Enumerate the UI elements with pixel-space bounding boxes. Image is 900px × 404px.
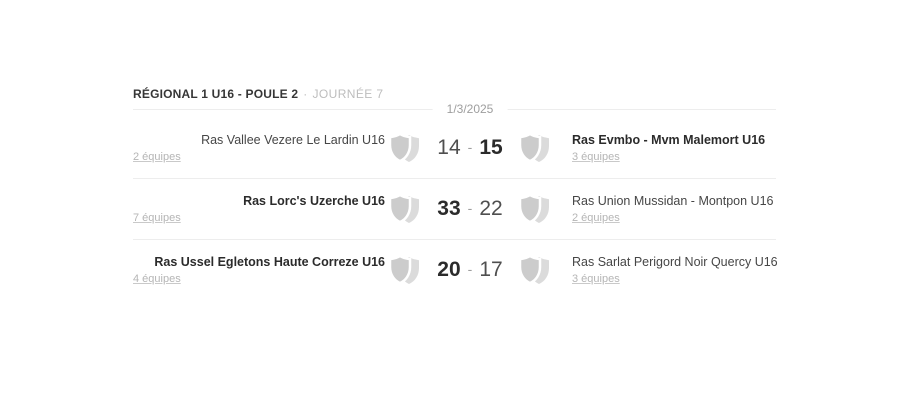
match-list: Ras Vallee Vezere Le Lardin U16 2 équipe… — [133, 118, 778, 300]
shield-icon — [518, 254, 549, 284]
shield-icon — [518, 132, 549, 162]
match-row[interactable]: Ras Lorc's Uzerche U16 7 équipes 33 - 22 — [133, 178, 776, 239]
match-row[interactable]: Ras Vallee Vezere Le Lardin U16 2 équipe… — [133, 118, 776, 178]
away-team-name: Ras Evmbo - Mvm Malemort U16 — [572, 133, 766, 147]
teams-count-link[interactable]: 3 équipes — [572, 273, 620, 285]
shield-icon — [388, 254, 419, 284]
home-team-cell: Ras Ussel Egletons Haute Correze U16 4 é… — [133, 253, 388, 287]
home-score: 20 — [437, 258, 461, 281]
teams-count-link[interactable]: 3 équipes — [572, 151, 620, 163]
score: 20 - 17 — [437, 258, 502, 282]
away-team-name: Ras Union Mussidan - Montpon U16 — [572, 194, 774, 208]
home-team-cell: Ras Vallee Vezere Le Lardin U16 2 équipe… — [133, 131, 388, 165]
results-widget: RÉGIONAL 1 U16 - POULE 2 · JOURNÉE 7 1/3/2… — [133, 88, 778, 300]
home-team-name: Ras Lorc's Uzerche U16 — [243, 194, 385, 208]
home-team-name: Ras Vallee Vezere Le Lardin U16 — [201, 133, 385, 147]
home-score: 33 — [437, 197, 461, 220]
away-team-cell: Ras Evmbo - Mvm Malemort U16 3 équipes — [552, 131, 776, 165]
competition-header: RÉGIONAL 1 U16 - POULE 2 · JOURNÉE 7 — [133, 88, 776, 101]
round-label: JOURNÉE 7 — [312, 87, 384, 101]
score-cell: 33 - 22 — [388, 193, 552, 225]
score-cell: 14 - 15 — [388, 132, 552, 164]
shield-icon — [518, 193, 549, 223]
away-score: 15 — [479, 136, 503, 159]
score-separator: - — [467, 261, 473, 277]
match-row[interactable]: Ras Ussel Egletons Haute Correze U16 4 é… — [133, 239, 778, 300]
home-team-cell: Ras Lorc's Uzerche U16 7 équipes — [133, 192, 388, 226]
score-separator: - — [467, 139, 473, 155]
match-date: 1/3/2025 — [432, 102, 508, 117]
teams-count-link[interactable]: 4 équipes — [133, 273, 181, 285]
away-score: 22 — [479, 197, 503, 220]
score: 14 - 15 — [437, 136, 502, 160]
teams-count-link[interactable]: 2 équipes — [572, 212, 620, 224]
teams-count-link[interactable]: 7 équipes — [133, 212, 181, 224]
score: 33 - 22 — [437, 197, 502, 221]
competition-title: RÉGIONAL 1 U16 - POULE 2 — [133, 87, 299, 101]
home-team-name: Ras Ussel Egletons Haute Correze U16 — [154, 255, 385, 269]
shield-icon — [388, 132, 419, 162]
score-cell: 20 - 17 — [388, 254, 552, 286]
date-divider: 1/3/2025 — [133, 101, 776, 118]
teams-count-link[interactable]: 2 équipes — [133, 151, 181, 163]
away-team-name: Ras Sarlat Perigord Noir Quercy U16 — [572, 255, 778, 269]
header-separator-dot: · — [303, 87, 308, 101]
away-team-cell: Ras Sarlat Perigord Noir Quercy U16 3 éq… — [552, 253, 778, 287]
home-score: 14 — [437, 136, 461, 159]
away-team-cell: Ras Union Mussidan - Montpon U16 2 équip… — [552, 192, 776, 226]
score-separator: - — [467, 200, 473, 216]
away-score: 17 — [479, 258, 503, 281]
shield-icon — [388, 193, 419, 223]
